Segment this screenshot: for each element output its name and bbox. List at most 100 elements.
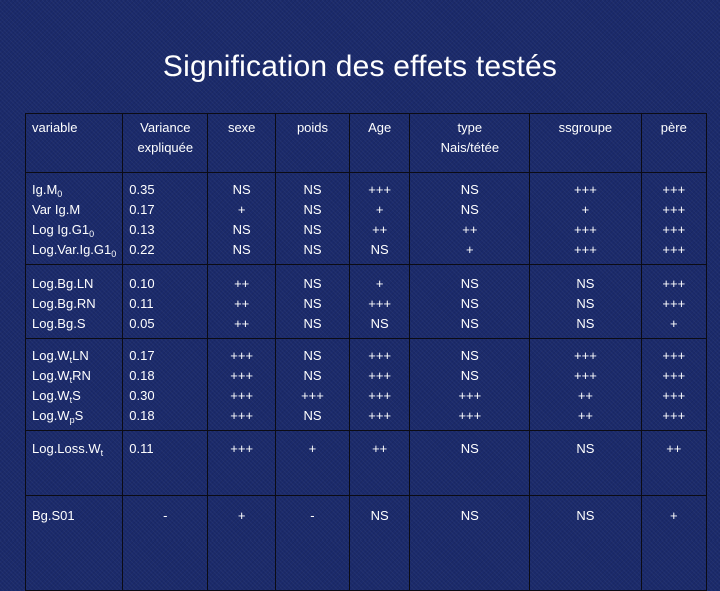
variable-subscript: 0: [89, 229, 95, 239]
variable-base: Log Ig.G1: [32, 222, 90, 237]
poids-value: NS: [303, 316, 322, 331]
variable-cell: Ig.M0 Var Ig.M Log Ig.G10 Log.Var.Ig.G10: [24, 172, 124, 265]
age-value: +++: [368, 408, 392, 423]
variable-tail: LN: [72, 348, 89, 363]
pere-value: +: [670, 316, 678, 331]
age-value: ++: [372, 441, 388, 456]
table-row: Log.Loss.Wt 0.11 +++ + ++ NS NS ++: [24, 430, 708, 496]
header-ssgroupe: ssgroupe: [529, 113, 642, 173]
sexe-cell: +++: [207, 430, 277, 496]
pere-value: +++: [662, 296, 686, 311]
table-row: Log.WtLN Log.WtRN Log.WtS Log.WpS 0.17 0.18 0.…: [24, 338, 708, 431]
ssgroupe-cell: ++++++++++: [529, 338, 642, 431]
variance-value: 0.18: [129, 408, 155, 423]
variance-value: 0.10: [129, 276, 155, 291]
type-cell: NS: [409, 430, 531, 496]
variance-value: 0.11: [129, 441, 154, 456]
variable-name: Log.Bg.LN: [32, 274, 116, 294]
variable-base: Log.W: [32, 408, 70, 423]
type-cell: NS NS ++ +: [409, 172, 531, 265]
pere-cell: +++ +++ +: [640, 264, 708, 339]
table-row: Bg.S01 - + - NS NS NS +: [24, 495, 708, 591]
variance-cell: -: [122, 495, 209, 591]
pere-value: +++: [662, 408, 686, 423]
variance-value: 0.30: [129, 388, 155, 403]
variable-cell: Bg.S01: [24, 495, 124, 591]
type-value: NS: [460, 368, 479, 383]
type-value: NS: [460, 296, 479, 311]
age-value: NS: [370, 242, 389, 257]
type-value: +++: [458, 388, 482, 403]
variance-value: 0.35: [129, 182, 155, 197]
variance-cell: 0.10 0.11 0.05: [122, 264, 209, 339]
pere-value: ++: [666, 441, 682, 456]
poids-value: NS: [303, 276, 322, 291]
type-value: NS: [460, 441, 479, 456]
ssgroupe-value: +++: [574, 242, 597, 257]
poids-cell: +: [275, 430, 350, 496]
sexe-cell: NS + NS NS: [207, 172, 277, 265]
sexe-value: +++: [230, 441, 254, 456]
ssgroupe-cell: NS NS NS: [529, 264, 642, 339]
variable-base: Var Ig.M: [32, 202, 81, 217]
variance-value: 0.17: [129, 202, 155, 217]
poids-value: NS: [303, 202, 322, 217]
header-age: Age: [348, 113, 411, 173]
variable-name: Log.WpS: [32, 406, 116, 426]
variable-base: Log.Bg.RN: [32, 296, 96, 311]
poids-value: NS: [303, 182, 322, 197]
variable-subscript: p: [69, 415, 75, 425]
variable-subscript: t: [69, 395, 73, 405]
variable-name: Ig.M0: [32, 180, 116, 200]
variable-name: Log.Bg.RN: [32, 294, 116, 314]
variable-tail: RN: [72, 368, 91, 383]
table-row: Ig.M0 Var Ig.M Log Ig.G10 Log.Var.Ig.G10 0.3…: [24, 172, 708, 265]
type-value: NS: [460, 202, 479, 217]
variance-value: 0.17: [129, 348, 155, 363]
header-variance: Variance expliquée: [122, 113, 209, 173]
age-value: +: [375, 276, 384, 291]
poids-value: NS: [303, 222, 322, 237]
sexe-cell: ++ ++ ++: [207, 264, 277, 339]
sexe-cell: +: [207, 495, 277, 591]
age-value: +++: [368, 348, 392, 363]
variable-name: Var Ig.M: [32, 200, 116, 220]
variance-cell: 0.11: [122, 430, 209, 496]
variance-value: 0.11: [129, 296, 154, 311]
variable-name: Log Ig.G10: [32, 220, 116, 240]
variance-value: 0.22: [129, 242, 155, 257]
sexe-value: NS: [232, 242, 251, 257]
variable-base: Log.Loss.W: [32, 441, 101, 456]
poids-cell: -: [275, 495, 350, 591]
pere-value: +++: [662, 276, 686, 291]
variable-name: Log.WtLN: [32, 346, 116, 366]
slide-title: Signification des effets testés: [162, 50, 558, 83]
ssgroupe-cell: NS: [529, 495, 642, 591]
age-cell: +++ +++ +++ +++: [348, 338, 411, 431]
type-value: +: [466, 242, 474, 257]
sexe-value: +++: [230, 388, 254, 403]
poids-cell: NS NS NS NS: [275, 172, 350, 265]
variable-base: Log.Bg.S: [32, 316, 86, 331]
variable-base: Log.W: [32, 368, 70, 383]
variance-value: 0.18: [129, 368, 155, 383]
sexe-value: NS: [232, 222, 251, 237]
variable-cell: Log.Loss.Wt: [24, 430, 124, 496]
ssgroupe-value: +: [581, 202, 590, 217]
effects-table: variable Variance expliquée sexe poids A…: [24, 113, 708, 591]
pere-value: +++: [662, 202, 686, 217]
header-poids: poids: [275, 113, 350, 173]
variable-name: Log.WtS: [32, 386, 116, 406]
type-value: NS: [460, 508, 479, 523]
ssgroupe-value: +++: [574, 368, 597, 383]
type-cell: NS NS +++ +++: [409, 338, 531, 431]
variance-value: 0.13: [129, 222, 155, 237]
sexe-value: +: [237, 202, 246, 217]
poids-value: NS: [303, 348, 322, 363]
sexe-value: +++: [230, 408, 254, 423]
header-variable: variable: [24, 113, 124, 173]
ssgroupe-value: +++: [574, 182, 597, 197]
pere-value: +: [670, 508, 678, 523]
variable-cell: Log.WtLN Log.WtRN Log.WtS Log.WpS: [24, 338, 124, 431]
variable-tail: S: [72, 388, 81, 403]
